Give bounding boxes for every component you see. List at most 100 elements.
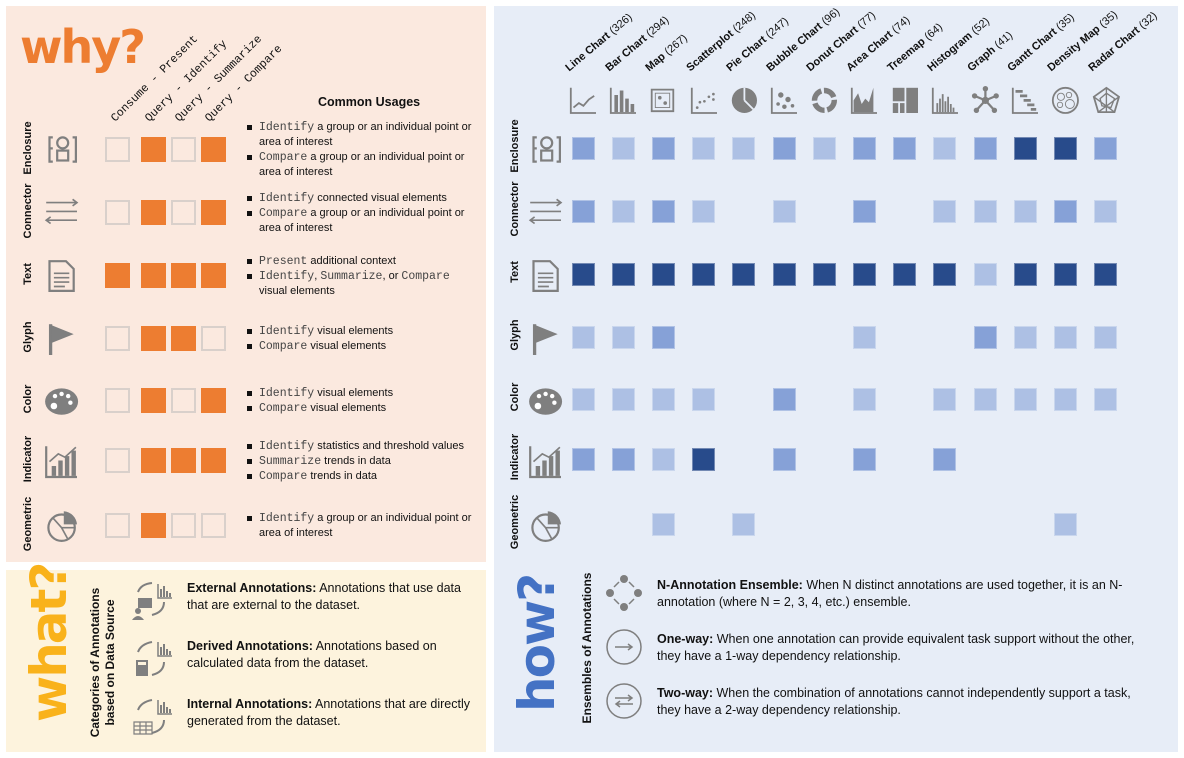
- heatmap-cell: [651, 326, 675, 349]
- heatmap-cell: [933, 448, 957, 471]
- heatmap-cell: [1053, 263, 1077, 286]
- usage-text: statistics and threshold values: [314, 439, 465, 452]
- heatmap-cell: [651, 388, 675, 411]
- task-cell-on: [171, 263, 196, 288]
- task-keyword: Compare: [259, 206, 308, 220]
- line-chart-icon: [569, 87, 596, 114]
- heatmap-cell: [571, 137, 595, 160]
- histogram-icon: [931, 87, 958, 114]
- task-cell-on: [141, 326, 166, 351]
- heatmap-cell: [1094, 263, 1118, 286]
- heatmap-cell: [1053, 137, 1077, 160]
- ensemble-description: When the combination of annotations cann…: [657, 686, 1131, 717]
- usage-item: Identify a group or an individual point …: [245, 511, 480, 541]
- heatmap-cell: [852, 326, 876, 349]
- connector-icon: [44, 198, 79, 225]
- usage-text: visual elements: [314, 387, 394, 399]
- task-cell-on: [141, 448, 166, 473]
- heatmap-cell: [1094, 388, 1118, 411]
- how-panel: [494, 6, 1178, 752]
- heatmap-cell: [933, 137, 957, 160]
- task-keyword: Identify: [259, 191, 315, 205]
- annotation-category: Derived Annotations: Annotations based o…: [187, 638, 477, 672]
- task-keyword: Compare: [259, 151, 308, 164]
- bar-chart-icon: [610, 87, 637, 114]
- category-description: Annotations that use data that are exter…: [187, 581, 461, 612]
- heatmap-cell: [1013, 326, 1037, 349]
- usage-item: Summarize trends in data: [245, 454, 480, 469]
- task-cell-off: [171, 388, 196, 413]
- usage-item: Compare a group or an individual point o…: [245, 150, 480, 180]
- n-ensemble-icon: [606, 575, 642, 611]
- ensemble-name: N-Annotation Ensemble:: [657, 578, 803, 592]
- bar-trend-icon: [529, 446, 561, 479]
- category-name: Internal Annotations:: [187, 697, 313, 711]
- heatmap-cell: [812, 263, 836, 286]
- task-cell-off: [105, 388, 130, 413]
- usage-text: additional context: [307, 254, 396, 267]
- ensemble-name: One-way:: [657, 632, 714, 646]
- heatmap-cell: [692, 448, 716, 471]
- heatmap-cell: [852, 448, 876, 471]
- row-label: Geometric: [22, 496, 34, 552]
- task-cell-on: [201, 200, 226, 225]
- text-document-icon: [532, 260, 559, 292]
- usage-text: connected visual elements: [314, 191, 447, 204]
- ensemble-description: When N distinct annotations are used tog…: [657, 578, 1123, 609]
- usage-list: Identify a group or an individual point …: [245, 120, 480, 180]
- palette-icon: [529, 388, 563, 415]
- how-side-label: Ensembles of Annotations: [580, 572, 594, 724]
- heatmap-cell: [651, 263, 675, 286]
- heatmap-cell: [571, 326, 595, 349]
- task-keyword: Compare: [259, 402, 308, 415]
- heatmap-cell: [651, 448, 675, 471]
- heatmap-cell: [1013, 263, 1037, 286]
- usage-list: Identify connected visual elements Compar…: [245, 191, 480, 236]
- task-cell-on: [171, 326, 196, 351]
- heatmap-cell: [772, 263, 796, 286]
- task-cell-off: [171, 513, 196, 538]
- usage-text: visual elements: [307, 340, 387, 352]
- heatmap-cell: [893, 263, 917, 286]
- usage-text: visual elements: [314, 325, 394, 337]
- task-keyword: Identify: [259, 512, 315, 525]
- task-cell-on: [141, 263, 166, 288]
- usage-text: a group or an individual point or area o…: [259, 151, 465, 178]
- ensemble-type: One-way: When one annotation can provide…: [657, 631, 1137, 665]
- external-data-icon: [132, 582, 172, 620]
- task-cell-on: [201, 388, 226, 413]
- heatmap-cell: [1094, 137, 1118, 160]
- gantt-chart-icon: [1012, 87, 1039, 114]
- heatmap-cell: [1013, 200, 1037, 223]
- row-label: Enclosure: [22, 121, 34, 175]
- usage-item: Identify visual elements: [245, 386, 480, 401]
- pie-geometry-icon: [531, 511, 561, 542]
- heatmap-cell: [772, 388, 796, 411]
- how-title: how?: [508, 574, 566, 712]
- heatmap-cell: [973, 326, 997, 349]
- heatmap-cell: [611, 200, 635, 223]
- usage-text: , or: [382, 269, 402, 282]
- calculator-data-icon: [136, 641, 172, 676]
- task-cell-off: [105, 448, 130, 473]
- task-cell-off: [105, 200, 130, 225]
- flag-icon: [532, 324, 558, 355]
- heatmap-cell: [973, 200, 997, 223]
- ensemble-name: Two-way:: [657, 686, 714, 700]
- heatmap-cell: [933, 200, 957, 223]
- what-title: what?: [20, 563, 78, 722]
- task-keyword: Identify: [259, 121, 315, 134]
- donut-chart-icon: [811, 87, 838, 113]
- task-cell-on: [141, 388, 166, 413]
- category-name: Derived Annotations:: [187, 639, 313, 653]
- heatmap-cell: [772, 200, 796, 223]
- heatmap-cell: [571, 263, 595, 286]
- task-keyword: Compare: [259, 469, 308, 483]
- task-cell-off: [201, 513, 226, 538]
- table-data-icon: [133, 699, 172, 735]
- usage-text: trends in data: [321, 454, 391, 467]
- task-cell-on: [171, 448, 196, 473]
- usage-text: a group or an individual point or area o…: [259, 206, 465, 234]
- task-cell-on: [141, 137, 166, 162]
- task-cell-off: [201, 326, 226, 351]
